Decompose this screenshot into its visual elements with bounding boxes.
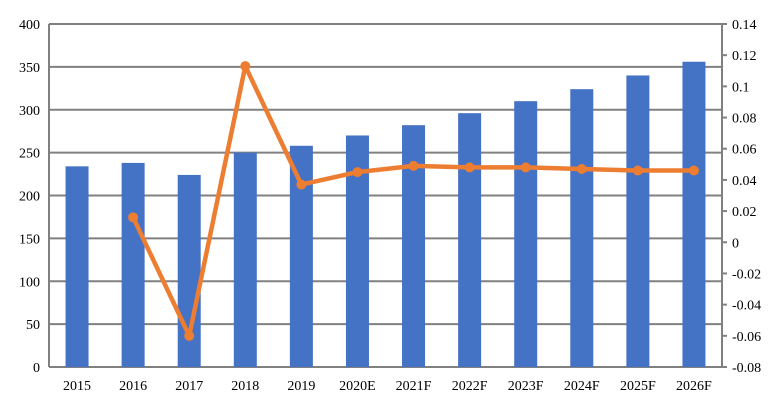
x-axis-tick-label: 2019 [287,379,315,394]
x-axis-tick-label: 2015 [63,379,91,394]
right-axis-tick-label: 0.1 [732,80,750,95]
x-axis-tick-label: 2021F [396,379,432,394]
x-axis-tick-label: 2020E [339,379,376,394]
right-axis-tick-label: -0.08 [732,361,761,376]
x-axis-tick-label: 2018 [231,379,259,394]
right-axis-tick-label: -0.04 [732,299,761,314]
growth-marker [184,330,195,341]
left-axis-tick-label: 50 [26,318,40,333]
x-axis-tick-label: 2026F [676,379,712,394]
right-axis-tick-label: 0.08 [732,112,757,127]
x-axis-tick-label: 2016 [119,379,147,394]
bar [65,166,89,367]
left-axis-tick-label: 200 [19,190,40,205]
bar [458,113,482,368]
left-axis-tick-label: 250 [19,147,40,162]
x-axis-tick-label: 2022F [452,379,488,394]
bar [121,162,145,367]
left-axis-tick-label: 350 [19,61,40,76]
growth-marker [576,163,587,174]
x-axis-tick-label: 2025F [620,379,656,394]
growth-marker [352,167,363,178]
bar [402,125,426,367]
growth-marker [688,165,699,176]
x-axis-tick-label: 2017 [175,379,203,394]
bar [570,89,594,368]
right-axis-tick-label: -0.06 [732,330,761,345]
growth-marker [408,160,419,171]
left-axis-tick-label: 0 [33,361,40,376]
right-axis-tick-label: 0.06 [732,143,757,158]
right-axis-tick-label: 0.04 [732,174,757,189]
growth-marker [632,165,643,176]
bar [514,101,538,368]
growth-marker [128,212,139,223]
bar [233,152,257,367]
bar [682,61,706,367]
left-axis-tick-label: 300 [19,104,40,119]
bar [289,145,313,367]
right-axis-tick-label: 0.12 [732,49,757,64]
left-axis-tick-label: 150 [19,232,40,247]
right-axis-tick-label: 0.14 [732,18,757,33]
left-axis-tick-label: 400 [19,18,40,33]
right-axis-tick-label: -0.02 [732,267,761,282]
growth-marker [464,162,475,173]
left-axis-tick-label: 100 [19,275,40,290]
growth-marker [240,61,251,72]
bar [626,75,650,367]
x-axis-tick-label: 2023F [508,379,544,394]
right-axis-tick-label: 0.02 [732,205,757,220]
growth-marker [520,162,531,173]
bar [345,135,369,367]
right-axis-tick-label: 0 [732,236,739,251]
x-axis-tick-label: 2024F [564,379,600,394]
growth-marker [296,179,307,190]
